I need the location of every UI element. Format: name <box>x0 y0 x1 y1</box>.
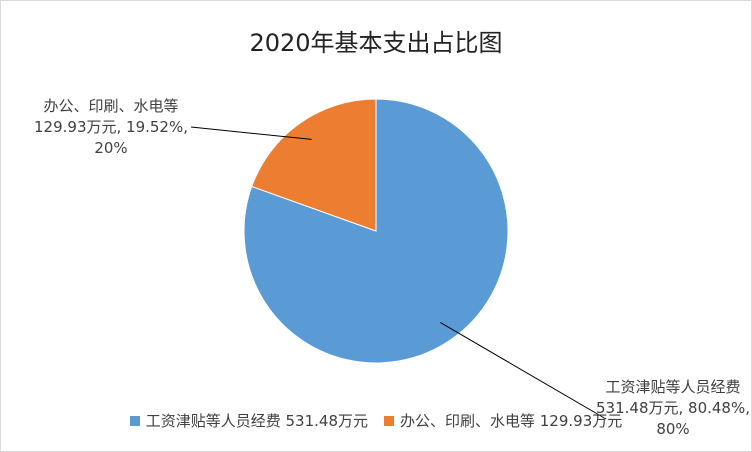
leader-line <box>440 322 607 420</box>
legend-item: 办公、印刷、水电等 129.93万元 <box>384 412 622 430</box>
legend: 工资津贴等人员经费 531.48万元 办公、印刷、水电等 129.93万元 <box>1 410 751 431</box>
legend-item: 工资津贴等人员经费 531.48万元 <box>129 412 368 430</box>
chart-title: 2020年基本支出占比图 <box>249 29 503 57</box>
pie-slice <box>243 98 509 364</box>
pie-slice <box>251 98 377 232</box>
legend-label: 办公、印刷、水电等 129.93万元 <box>400 412 623 430</box>
data-label: 工资津贴等人员经费 531.48万元, 80.48%, 80% <box>596 378 750 438</box>
legend-swatch <box>129 416 140 426</box>
data-label: 办公、印刷、水电等 129.93万元, 19.52%, 20% <box>34 97 188 157</box>
legend-label: 工资津贴等人员经费 531.48万元 <box>145 412 368 430</box>
legend-swatch <box>384 416 394 426</box>
leader-line <box>190 126 312 140</box>
